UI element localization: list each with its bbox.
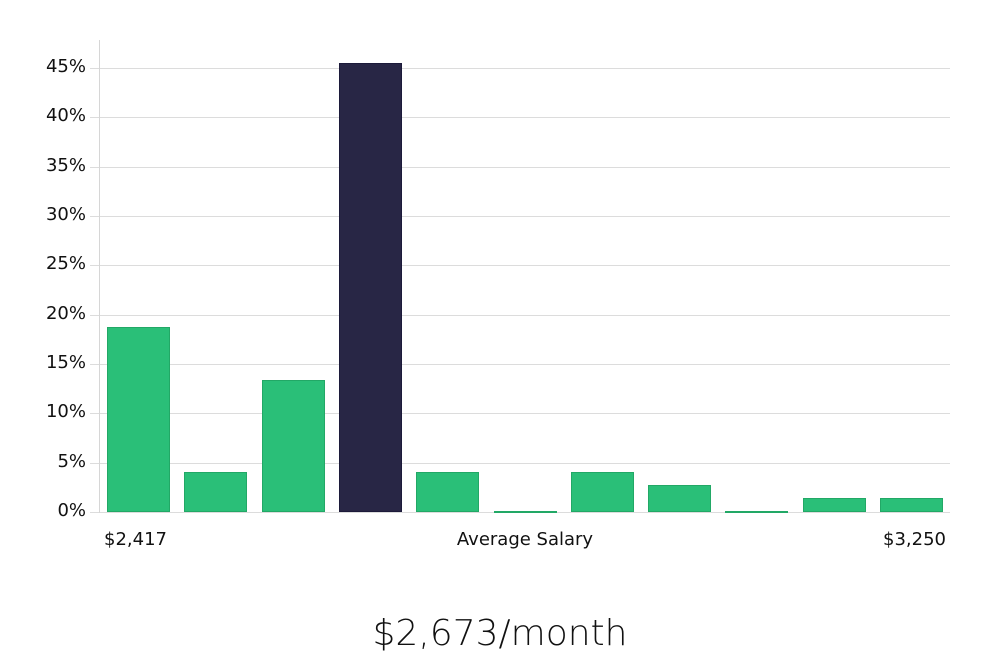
gridline: [90, 315, 950, 316]
gridline: [90, 167, 950, 168]
bar: [802, 498, 866, 512]
bar: [261, 379, 325, 512]
y-tick-label: 15%: [45, 352, 86, 373]
y-tick-label: 35%: [45, 154, 86, 176]
gridline: [90, 512, 950, 513]
x-axis-min-label: $2,417: [104, 529, 167, 550]
gridline: [90, 364, 950, 365]
gridline: [90, 265, 950, 266]
gridline: [90, 68, 950, 69]
y-tick-label: 45%: [45, 56, 86, 77]
bar: [648, 485, 712, 512]
y-tick-label: 20%: [45, 302, 86, 324]
y-tick-label: 30%: [45, 204, 86, 225]
bar: [184, 471, 248, 512]
y-tick-label: 40%: [45, 105, 86, 127]
average-salary-summary: $2,673/month: [372, 613, 628, 654]
gridline: [90, 413, 950, 414]
bar: [107, 327, 170, 512]
gridline: [90, 463, 950, 464]
gridline: [90, 216, 950, 217]
y-tick-label: 10%: [45, 401, 86, 423]
bar: [416, 471, 480, 512]
bar: [880, 498, 943, 512]
y-axis-line: [99, 40, 100, 513]
bar: [493, 510, 557, 513]
bar: [725, 510, 789, 513]
gridline: [90, 117, 950, 118]
y-tick-label: 0%: [57, 500, 86, 521]
x-axis-title: Average Salary: [456, 529, 594, 550]
y-tick-label: 5%: [57, 450, 86, 472]
y-tick-label: 25%: [45, 253, 86, 275]
bar: [570, 471, 634, 512]
x-axis-max-label: $3,250: [883, 529, 946, 550]
bar-highlighted: [338, 63, 402, 512]
